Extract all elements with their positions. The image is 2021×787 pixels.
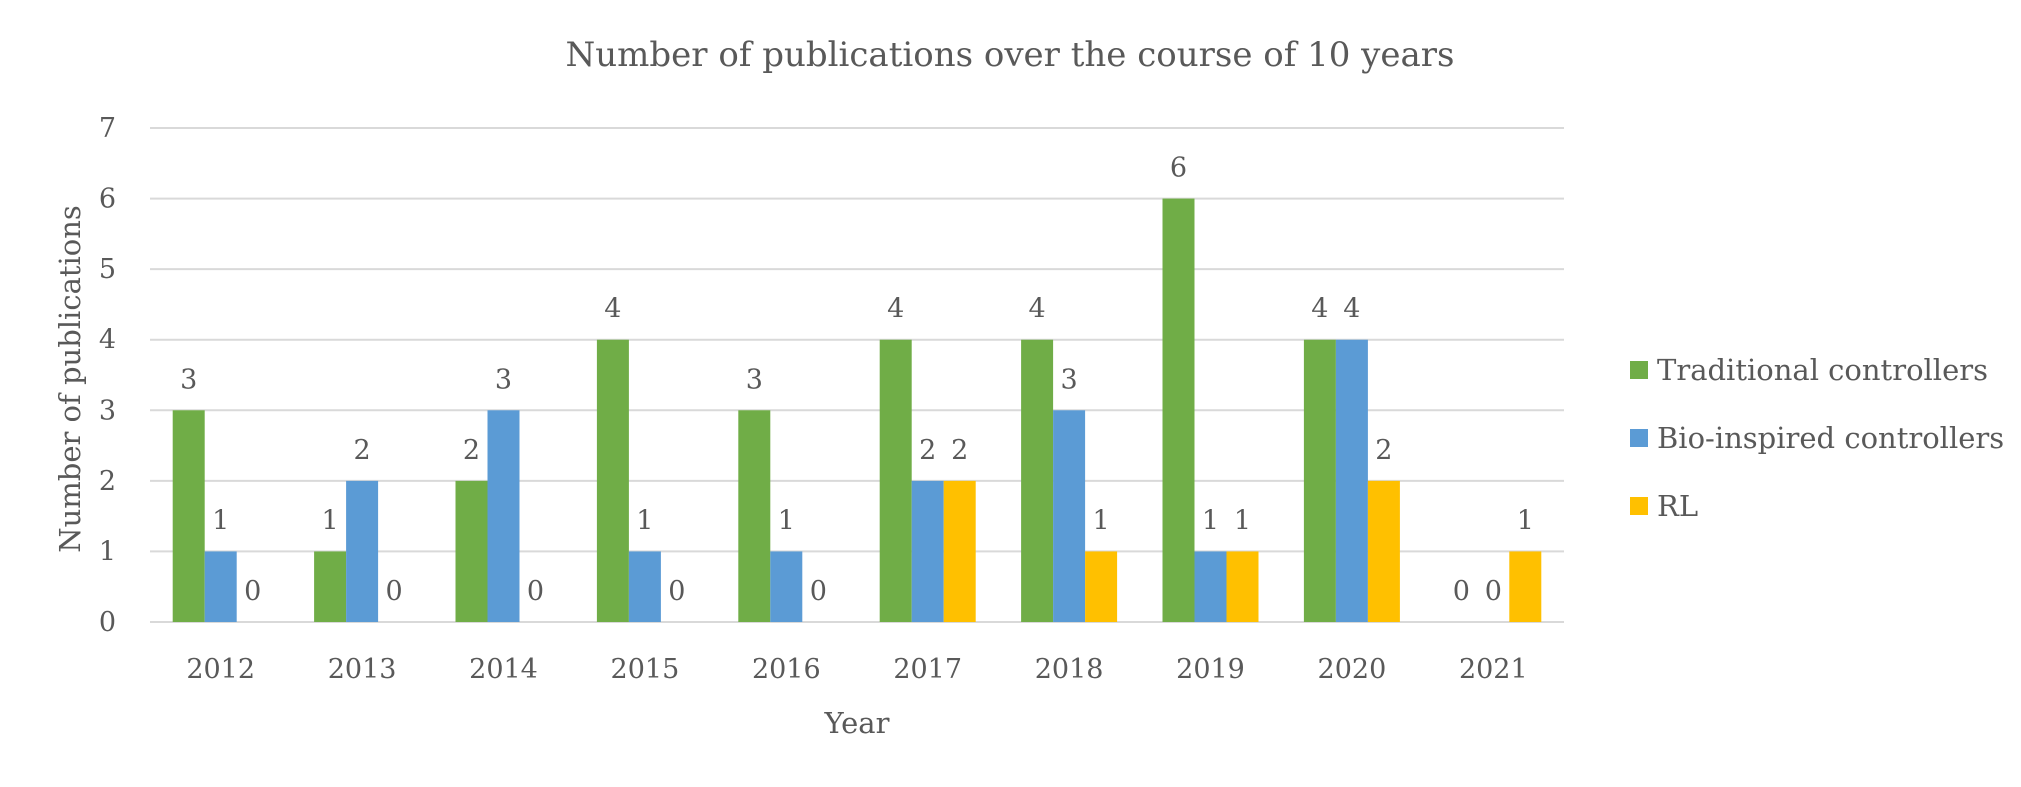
bar: [455, 480, 488, 622]
data-label: 1: [1202, 505, 1219, 536]
x-axis-title: Year: [824, 706, 890, 740]
x-tick-label: 2019: [1176, 654, 1245, 685]
bar: [1085, 551, 1118, 622]
data-label: 2: [354, 435, 371, 466]
x-tick-label: 2015: [611, 654, 680, 685]
bar: [1053, 410, 1086, 622]
x-tick-label: 2017: [893, 654, 962, 685]
x-tick-label: 2014: [469, 654, 538, 685]
data-label: 0: [244, 576, 261, 607]
legend: Traditional controllers Bio-inspired cont…: [1630, 353, 2004, 523]
x-axis-ticks: 2012 2013 2014 2015 2016 2017 2018 2019 2020 2021: [186, 654, 1527, 685]
bar: [1509, 551, 1542, 622]
x-tick-label: 2013: [328, 654, 397, 685]
y-tick-label: 6: [99, 184, 116, 215]
x-tick-label: 2018: [1035, 654, 1104, 685]
data-label: 1: [212, 505, 229, 536]
data-label: 0: [386, 576, 403, 607]
bar: [596, 339, 629, 622]
data-label: 1: [1517, 505, 1534, 536]
y-tick-label: 0: [99, 607, 116, 638]
data-label: 4: [1311, 294, 1328, 325]
data-label: 4: [887, 294, 904, 325]
bar: [770, 551, 803, 622]
y-tick-label: 1: [99, 536, 116, 567]
bar: [879, 339, 912, 622]
legend-label: Bio-inspired controllers: [1657, 421, 2004, 455]
y-tick-label: 7: [99, 113, 116, 144]
bar: [738, 410, 771, 622]
legend-swatch: [1630, 497, 1648, 515]
y-tick-label: 2: [99, 466, 116, 497]
data-label: 4: [604, 294, 621, 325]
data-label: 0: [1453, 576, 1470, 607]
bar: [1021, 339, 1054, 622]
data-label: 6: [1170, 153, 1187, 184]
data-label: 1: [322, 505, 339, 536]
bars: [172, 198, 1542, 623]
y-tick-label: 5: [99, 254, 116, 285]
bar: [1335, 339, 1368, 622]
data-label: 0: [1485, 576, 1502, 607]
data-label: 1: [636, 505, 653, 536]
legend-swatch: [1630, 429, 1648, 447]
bar: [346, 480, 379, 622]
bar: [1226, 551, 1259, 622]
bar: [204, 551, 237, 622]
chart-title: Number of publications over the course o…: [566, 35, 1455, 75]
bar: [1367, 480, 1400, 622]
data-label: 1: [778, 505, 795, 536]
data-label: 2: [951, 435, 968, 466]
bar: [1194, 551, 1227, 622]
legend-label: RL: [1657, 489, 1698, 523]
bar: [314, 551, 347, 622]
y-axis-ticks: 0 1 2 3 4 5 6 7: [99, 113, 116, 638]
y-tick-label: 4: [99, 325, 116, 356]
data-label: 0: [668, 576, 685, 607]
x-tick-label: 2012: [186, 654, 255, 685]
data-label: 0: [810, 576, 827, 607]
bar: [487, 410, 520, 622]
data-label: 4: [1343, 294, 1360, 325]
data-label: 3: [1061, 364, 1078, 395]
x-tick-label: 2020: [1318, 654, 1387, 685]
data-label: 3: [180, 364, 197, 395]
legend-item: Traditional controllers: [1630, 353, 1988, 387]
legend-item: Bio-inspired controllers: [1630, 421, 2004, 455]
y-tick-label: 3: [99, 395, 116, 426]
x-tick-label: 2021: [1459, 654, 1528, 685]
y-axis-title: Number of publications: [53, 205, 87, 553]
data-label: 1: [1093, 505, 1110, 536]
bar: [172, 410, 205, 622]
bar: [1303, 339, 1336, 622]
data-label: 0: [527, 576, 544, 607]
x-tick-label: 2016: [752, 654, 821, 685]
data-label: 2: [919, 435, 936, 466]
data-label: 4: [1029, 294, 1046, 325]
legend-item: RL: [1630, 489, 1698, 523]
data-label: 3: [495, 364, 512, 395]
bar: [943, 480, 976, 622]
bar: [1162, 198, 1195, 623]
legend-label: Traditional controllers: [1657, 353, 1988, 387]
data-label: 3: [746, 364, 763, 395]
bar: [911, 480, 944, 622]
data-label: 1: [1234, 505, 1251, 536]
gridlines: [150, 127, 1564, 623]
data-label: 2: [1375, 435, 1392, 466]
bar: [628, 551, 661, 622]
legend-swatch: [1630, 361, 1648, 379]
data-label: 2: [463, 435, 480, 466]
